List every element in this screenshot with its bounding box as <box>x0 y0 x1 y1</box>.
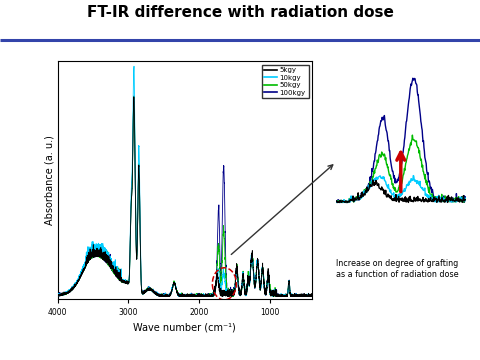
5kgy <box>147 287 153 292</box>
Text: Increase on degree of grafting
as a function of radiation dose: Increase on degree of grafting as a func… <box>336 259 458 279</box>
10kgy <box>74 279 80 283</box>
10kgy <box>309 294 315 298</box>
100kgy <box>309 294 314 299</box>
10kgy <box>256 272 262 276</box>
Line: 5kgy: 5kgy <box>58 97 312 297</box>
5kgy <box>55 293 60 297</box>
5kgy <box>256 267 262 272</box>
100kgy <box>217 253 223 258</box>
10kgy <box>158 293 164 298</box>
50kgy <box>74 280 80 285</box>
5kgy <box>158 294 164 298</box>
10kgy <box>55 293 60 297</box>
100kgy <box>131 94 137 98</box>
50kgy <box>131 94 137 99</box>
10kgy <box>217 284 223 288</box>
10kgy <box>147 286 153 290</box>
Line: 50kgy: 50kgy <box>58 96 312 297</box>
50kgy <box>217 269 223 274</box>
50kgy <box>147 288 153 292</box>
100kgy <box>74 280 80 285</box>
50kgy <box>158 293 164 298</box>
100kgy <box>309 293 315 298</box>
Line: 10kgy: 10kgy <box>58 66 312 297</box>
50kgy <box>309 294 315 298</box>
Y-axis label: Absorbance (a. u.): Absorbance (a. u.) <box>45 135 55 225</box>
Legend: 5kgy, 10kgy, 50kgy, 100kgy: 5kgy, 10kgy, 50kgy, 100kgy <box>262 65 309 98</box>
5kgy <box>309 294 315 298</box>
50kgy <box>185 294 191 299</box>
50kgy <box>256 273 262 278</box>
10kgy <box>189 293 195 297</box>
5kgy <box>74 281 80 285</box>
100kgy <box>189 294 195 298</box>
100kgy <box>147 287 153 292</box>
5kgy <box>131 95 137 99</box>
X-axis label: Wave number (cm⁻¹): Wave number (cm⁻¹) <box>133 323 236 332</box>
5kgy <box>217 287 223 292</box>
Line: 100kgy: 100kgy <box>58 96 312 297</box>
10kgy <box>131 64 137 68</box>
5kgy <box>189 293 195 297</box>
Text: FT-IR difference with radiation dose: FT-IR difference with radiation dose <box>86 5 394 19</box>
100kgy <box>158 293 164 298</box>
50kgy <box>55 294 60 298</box>
100kgy <box>256 270 262 274</box>
5kgy <box>279 294 285 299</box>
100kgy <box>55 293 60 297</box>
50kgy <box>189 294 195 298</box>
10kgy <box>300 294 306 299</box>
